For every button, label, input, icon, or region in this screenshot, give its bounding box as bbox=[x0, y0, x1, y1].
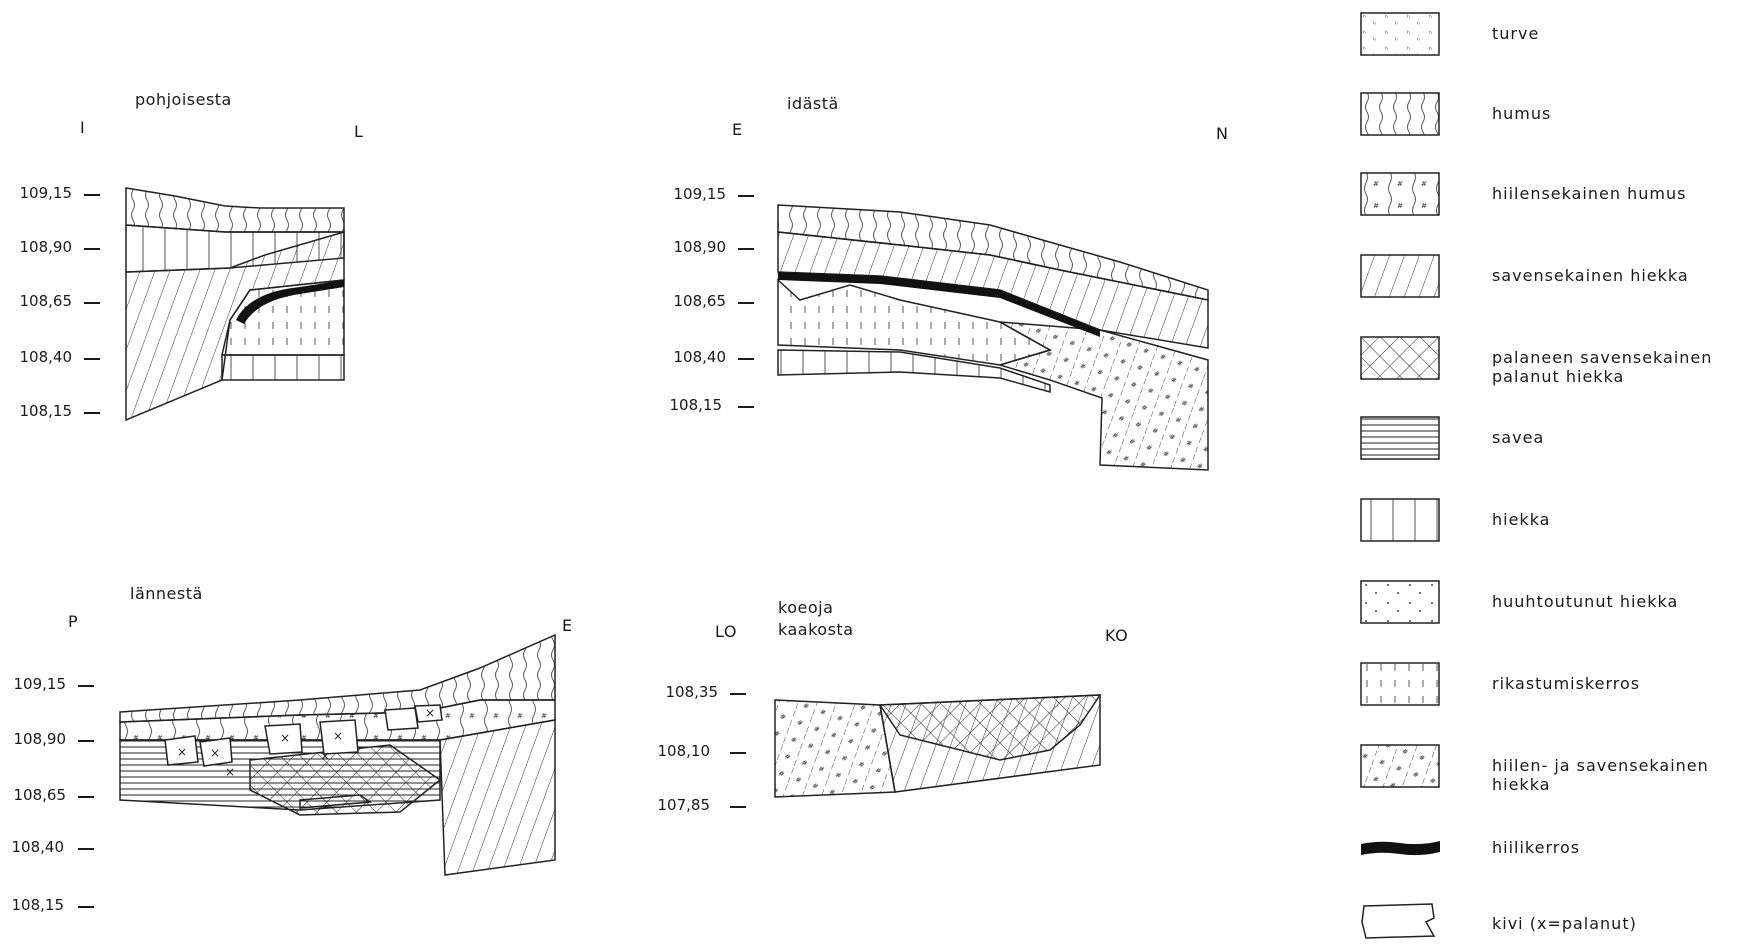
tick-mark bbox=[730, 693, 746, 695]
west-right-direction: E bbox=[562, 616, 573, 635]
east-right-direction: N bbox=[1216, 124, 1229, 143]
trench-left-direction: LO bbox=[715, 622, 737, 641]
tick-mark bbox=[84, 412, 100, 414]
elevation-label: 107,85 bbox=[657, 796, 711, 814]
elevation-label: 108,65 bbox=[19, 292, 73, 310]
tick-mark bbox=[84, 302, 100, 304]
elevation-label: 108,90 bbox=[13, 730, 67, 748]
tick-mark bbox=[730, 806, 746, 808]
stone-icon bbox=[1361, 903, 1436, 939]
north-left-direction: I bbox=[80, 118, 86, 137]
tick-mark bbox=[84, 194, 100, 196]
tick-mark bbox=[84, 248, 100, 250]
elevation-label: 108,15 bbox=[11, 896, 65, 914]
tick-mark bbox=[738, 358, 754, 360]
tick-mark bbox=[738, 406, 754, 408]
elevation-label: 109,15 bbox=[19, 184, 73, 202]
elevation-label: 108,15 bbox=[669, 396, 723, 414]
sand-icon bbox=[1360, 498, 1440, 542]
elevation-label: 108,65 bbox=[13, 786, 67, 804]
tick-mark bbox=[78, 740, 94, 742]
svg-text:×: × bbox=[320, 749, 330, 763]
elevation-label: 109,15 bbox=[673, 185, 727, 203]
north-profile bbox=[125, 187, 345, 422]
svg-text:×: × bbox=[177, 745, 187, 759]
leached-sand-icon bbox=[1360, 580, 1440, 624]
elevation-label: 108,40 bbox=[11, 838, 65, 856]
north-profile-title: pohjoisesta bbox=[135, 90, 232, 109]
legend-label: kivi (x=palanut) bbox=[1492, 914, 1637, 933]
burnt-sand-icon bbox=[1360, 336, 1440, 380]
legend-label: savea bbox=[1492, 428, 1545, 447]
east-left-direction: E bbox=[732, 120, 743, 139]
elevation-label: 108,15 bbox=[19, 402, 73, 420]
tick-mark bbox=[78, 848, 94, 850]
elevation-label: 109,15 bbox=[13, 675, 67, 693]
svg-text:×: × bbox=[225, 765, 235, 779]
elevation-label: 108,35 bbox=[665, 683, 719, 701]
west-profile-title: lännestä bbox=[130, 584, 203, 603]
legend-label: humus bbox=[1492, 104, 1552, 123]
charcoal-clay-sand-icon bbox=[1360, 744, 1440, 788]
trench-profile bbox=[774, 694, 1102, 798]
svg-text:×: × bbox=[425, 706, 435, 720]
svg-text:×: × bbox=[333, 729, 343, 743]
legend-label: turve bbox=[1492, 24, 1540, 43]
legend-label: palaneen savensekainen palanut hiekka bbox=[1492, 348, 1713, 386]
tick-mark bbox=[730, 752, 746, 754]
tick-mark bbox=[738, 302, 754, 304]
west-left-direction: P bbox=[68, 612, 79, 631]
peat-icon bbox=[1360, 12, 1440, 56]
east-profile bbox=[777, 204, 1209, 471]
trench-profile-title: koeoja bbox=[778, 598, 834, 617]
tick-mark bbox=[84, 358, 100, 360]
west-profile: × × × × ×× × bbox=[119, 633, 556, 876]
tick-mark bbox=[78, 796, 94, 798]
north-right-direction: L bbox=[354, 122, 364, 141]
tick-mark bbox=[738, 195, 754, 197]
trench-right-direction: KO bbox=[1105, 626, 1129, 645]
enrichment-layer-icon bbox=[1360, 662, 1440, 706]
legend-label: hiilen- ja savensekainen hiekka bbox=[1492, 756, 1709, 794]
tick-mark bbox=[738, 248, 754, 250]
charcoal-layer-icon bbox=[1361, 841, 1440, 856]
legend-label: savensekainen hiekka bbox=[1492, 266, 1689, 285]
legend-label: hiekka bbox=[1492, 510, 1551, 529]
clayey-sand-icon bbox=[1360, 254, 1440, 298]
svg-text:×: × bbox=[210, 746, 220, 760]
elevation-label: 108,90 bbox=[673, 238, 727, 256]
elevation-label: 108,10 bbox=[657, 742, 711, 760]
elevation-label: 108,65 bbox=[673, 292, 727, 310]
tick-mark bbox=[78, 685, 94, 687]
humus-icon bbox=[1360, 92, 1440, 136]
legend-label: hiilensekainen humus bbox=[1492, 184, 1687, 203]
clay-icon bbox=[1360, 416, 1440, 460]
charcoal-humus-icon bbox=[1360, 172, 1440, 216]
elevation-label: 108,90 bbox=[19, 238, 73, 256]
east-profile-title: idästä bbox=[787, 94, 839, 113]
trench-profile-subtitle: kaakosta bbox=[778, 620, 854, 639]
tick-mark bbox=[78, 906, 94, 908]
legend-label: rikastumiskerros bbox=[1492, 674, 1641, 693]
legend-label: huuhtoutunut hiekka bbox=[1492, 592, 1679, 611]
svg-text:×: × bbox=[280, 731, 290, 745]
elevation-label: 108,40 bbox=[19, 348, 73, 366]
elevation-label: 108,40 bbox=[673, 348, 727, 366]
legend-label: hiilikerros bbox=[1492, 838, 1581, 857]
